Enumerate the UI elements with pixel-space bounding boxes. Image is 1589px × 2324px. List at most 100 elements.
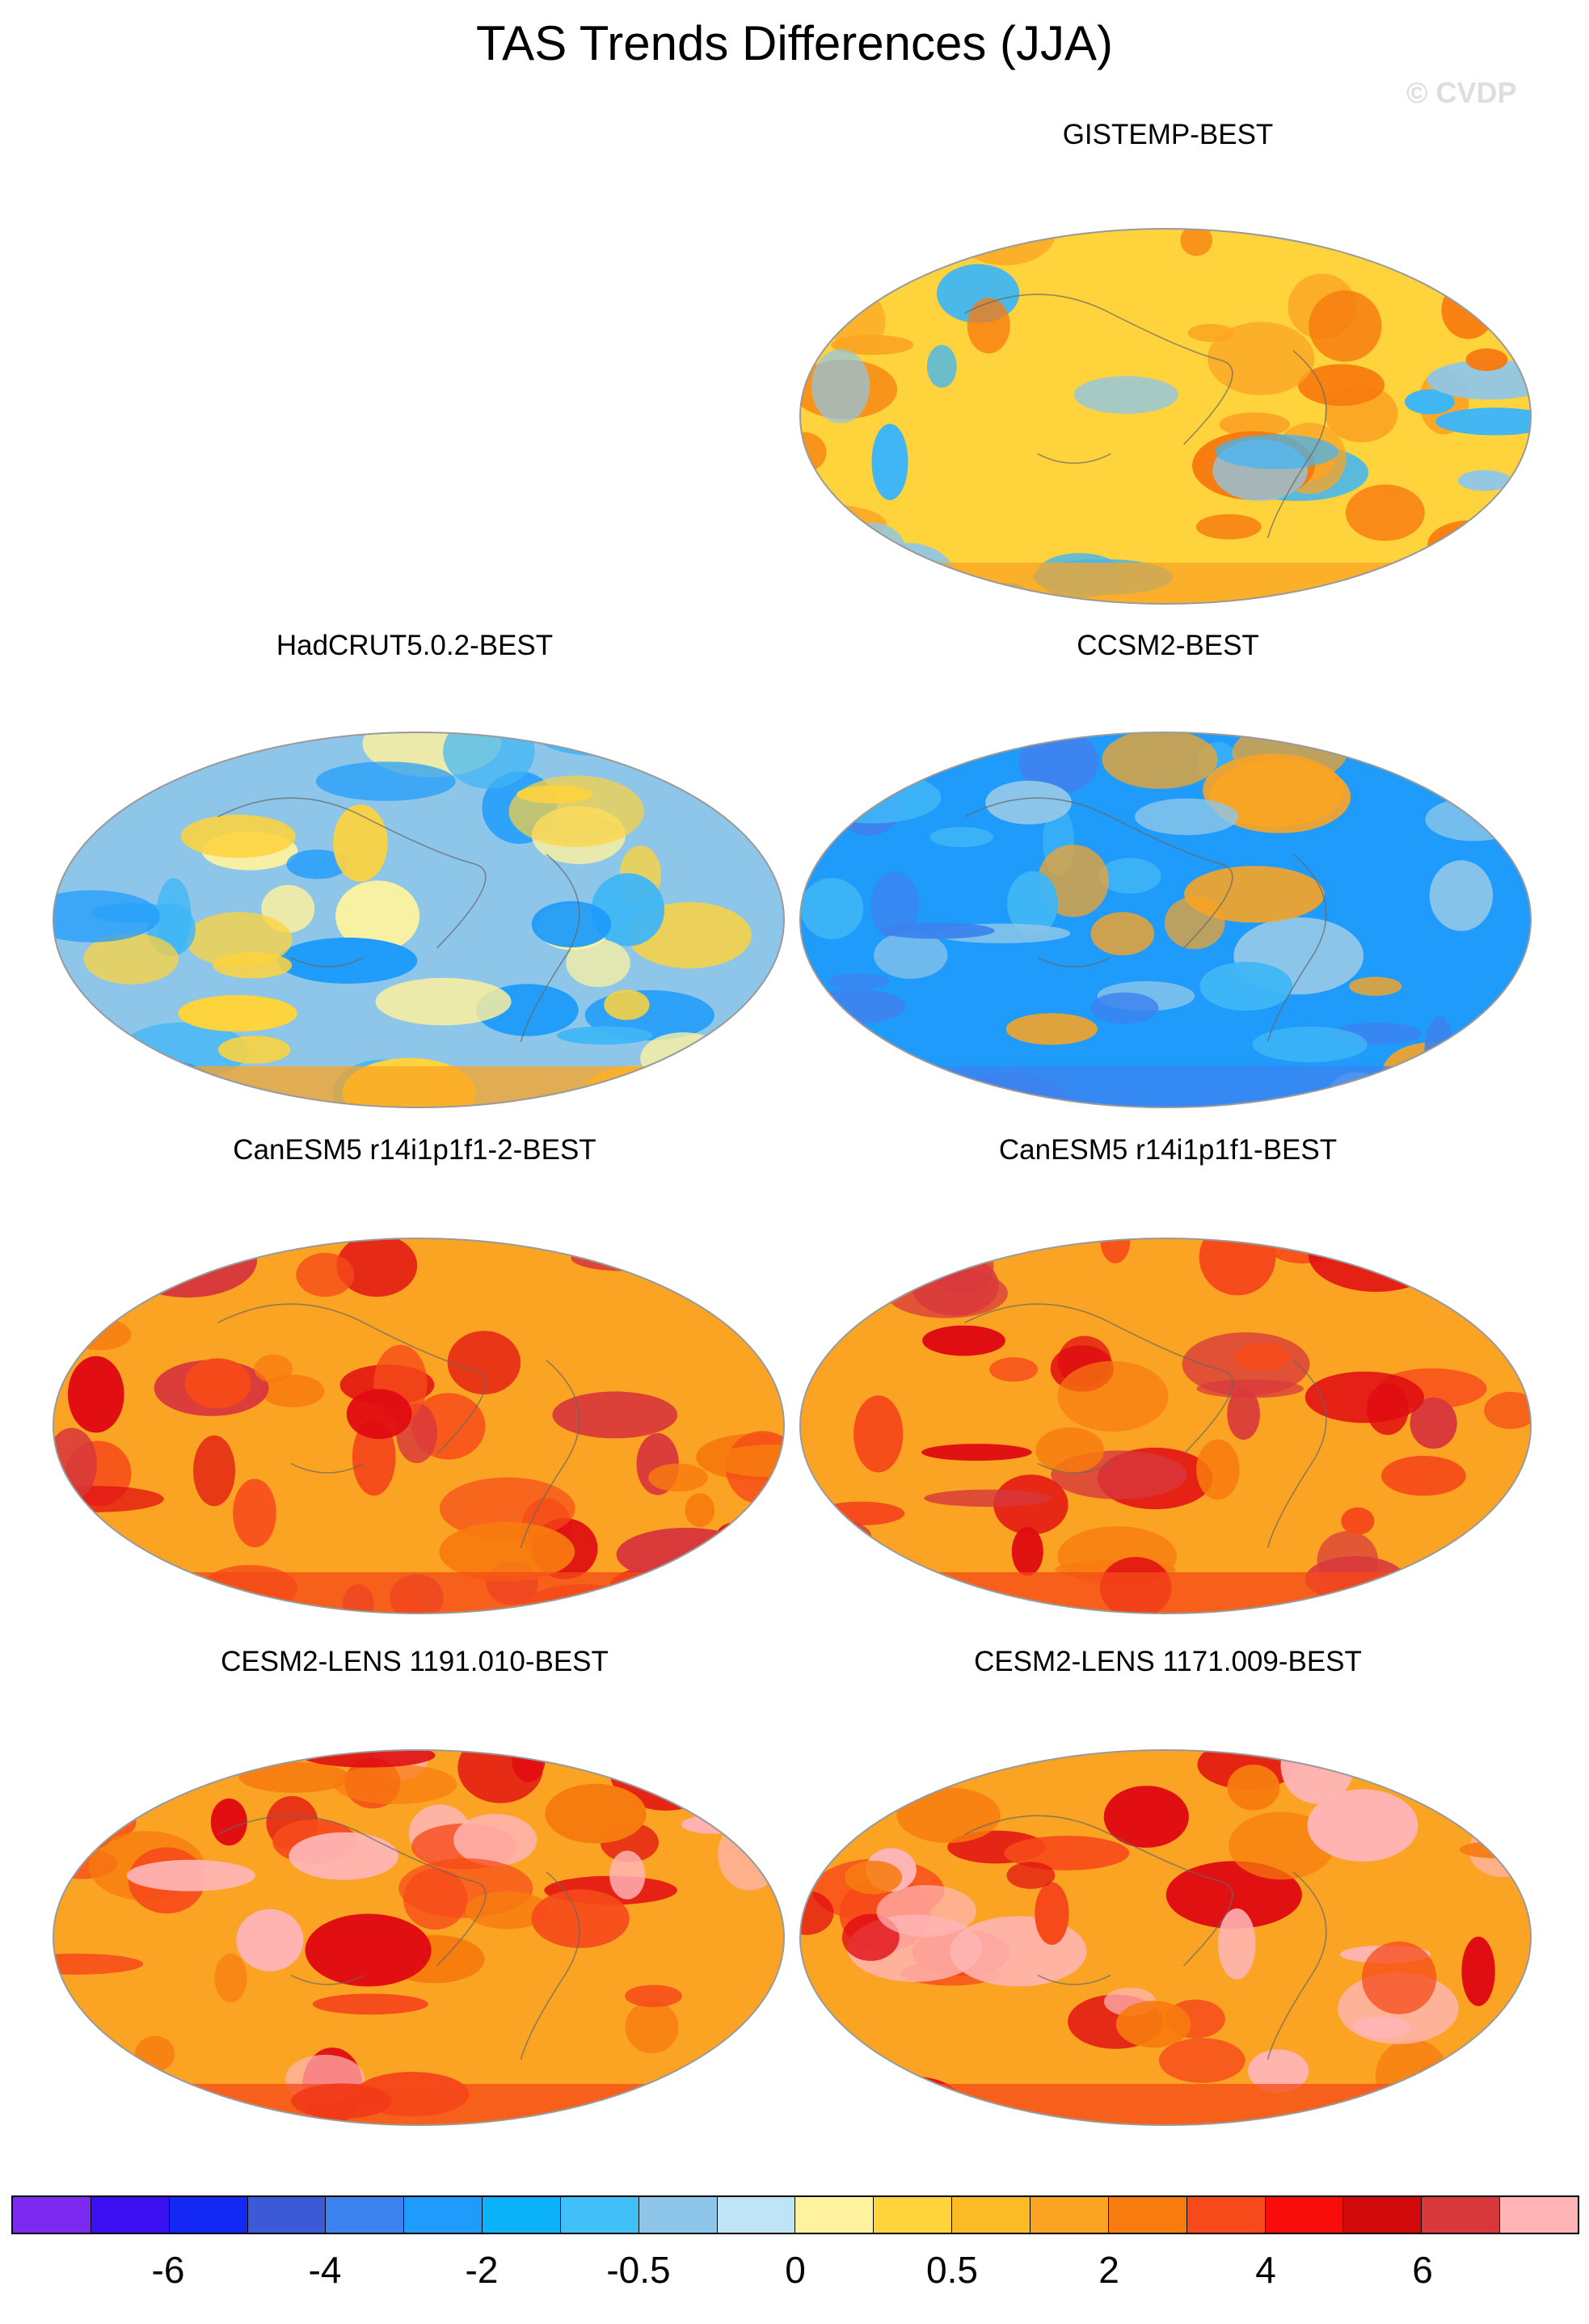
coastline <box>964 293 1327 539</box>
trend-region <box>83 933 179 985</box>
map-outline <box>799 1749 1532 2126</box>
panel-title-canesm5: CanESM5 r14i1p1f1-BEST <box>998 1134 1338 1166</box>
trend-region <box>1489 566 1531 593</box>
trend-region <box>315 761 456 801</box>
trend-region <box>922 1325 1005 1356</box>
colorbar-tick-label: 4 <box>1255 2249 1276 2291</box>
trend-region <box>1323 1088 1443 1107</box>
trend-region <box>1484 1391 1531 1429</box>
trend-region <box>1115 2001 1191 2048</box>
colorbar-swatch <box>13 2197 91 2233</box>
trend-region <box>716 732 784 773</box>
trend-region <box>566 938 630 988</box>
panel-title-cesm2-1191: CESM2-LENS 1191.010-BEST <box>221 1646 609 1677</box>
trend-region <box>1345 484 1425 542</box>
panel-title-canesm5-2: CanESM5 r14i1p1f1-2-BEST <box>233 1134 596 1166</box>
trend-region <box>811 349 870 424</box>
trend-region <box>238 1761 351 1793</box>
colorbar-swatch <box>639 2197 718 2233</box>
trend-region <box>312 1993 428 2015</box>
map-cesm2-lens-1171-best <box>799 1749 1532 2126</box>
trend-region <box>557 1026 653 1045</box>
antarctic-band <box>800 562 1531 604</box>
trend-region <box>439 1477 575 1540</box>
colorbar-swatch <box>560 2197 639 2233</box>
trend-region <box>828 973 890 990</box>
trend-region <box>531 1889 630 1948</box>
trend-region <box>305 1913 432 1987</box>
trend-region <box>929 826 993 848</box>
trend-region <box>213 952 293 979</box>
coastline <box>217 1303 580 1549</box>
trend-region <box>1248 2049 1309 2093</box>
trend-region <box>816 1501 905 1526</box>
trend-region <box>260 1374 325 1408</box>
map-hadcrut5-best <box>53 732 785 1108</box>
coastline <box>964 1815 1327 2060</box>
trend-region <box>1445 274 1531 303</box>
trend-region <box>68 1356 124 1433</box>
trend-region <box>1195 514 1262 540</box>
trend-region <box>1233 1343 1290 1371</box>
trend-region <box>800 732 854 804</box>
coastline <box>964 1303 1327 1549</box>
colorbar-tick-label: 2 <box>1098 2249 1119 2291</box>
trend-region <box>1158 2038 1245 2083</box>
trend-region <box>625 2001 679 2054</box>
trend-region <box>985 780 1072 825</box>
trend-region <box>800 432 827 473</box>
trend-region <box>289 1832 399 1880</box>
trend-region <box>849 1251 927 1275</box>
trend-region <box>874 931 948 979</box>
trend-region <box>75 732 111 778</box>
trend-region <box>439 1521 575 1582</box>
trend-region <box>1410 1397 1457 1449</box>
trend-region <box>800 1519 872 1554</box>
trend-region <box>1393 555 1431 601</box>
trend-region <box>1477 229 1531 272</box>
colorbar-swatch <box>874 2197 953 2233</box>
trend-region <box>1180 229 1212 256</box>
colorbar-swatch <box>169 2197 248 2233</box>
trend-region <box>718 1818 782 1891</box>
colorbar-swatch <box>247 2197 327 2233</box>
trend-region <box>1057 1360 1169 1432</box>
trend-region <box>1500 1780 1531 1841</box>
trend-region <box>53 1785 112 1846</box>
trend-region <box>1459 1841 1531 1858</box>
colorbar-swatch <box>1186 2197 1266 2233</box>
trend-region <box>871 424 908 500</box>
trend-region <box>1196 1439 1240 1500</box>
trend-region <box>1307 1789 1418 1862</box>
trend-region <box>1252 1027 1368 1062</box>
map-outline <box>53 1238 785 1614</box>
trend-region <box>1497 1511 1531 1538</box>
map-cesm2-lens-1191-best <box>53 1749 785 2126</box>
trend-region <box>1164 896 1225 950</box>
trend-region <box>1100 1238 1131 1263</box>
colorbar-swatch <box>483 2197 561 2233</box>
trend-region <box>193 1435 235 1507</box>
trend-region <box>236 1909 304 1972</box>
trend-region <box>117 1238 258 1298</box>
trend-region <box>53 1486 164 1512</box>
trend-region <box>1424 1016 1455 1090</box>
trend-region <box>552 1391 678 1439</box>
trend-region <box>53 1953 144 1975</box>
colorbar-tick-label: -2 <box>465 2249 499 2291</box>
trend-region <box>1308 1238 1444 1293</box>
trend-region <box>1441 280 1495 340</box>
trend-region <box>1380 1456 1466 1496</box>
trend-region <box>1035 1882 1069 1945</box>
trend-region <box>876 1885 977 1938</box>
coastline <box>217 797 580 1043</box>
trend-region <box>870 871 920 939</box>
trend-region <box>1090 992 1159 1024</box>
colorbar-tick-label: -6 <box>151 2249 185 2291</box>
trend-region <box>104 1049 178 1107</box>
trend-region <box>1309 290 1382 362</box>
trend-region <box>1477 229 1531 293</box>
colorbar-tick-label: -4 <box>308 2249 342 2291</box>
colorbar-swatch <box>795 2197 875 2233</box>
